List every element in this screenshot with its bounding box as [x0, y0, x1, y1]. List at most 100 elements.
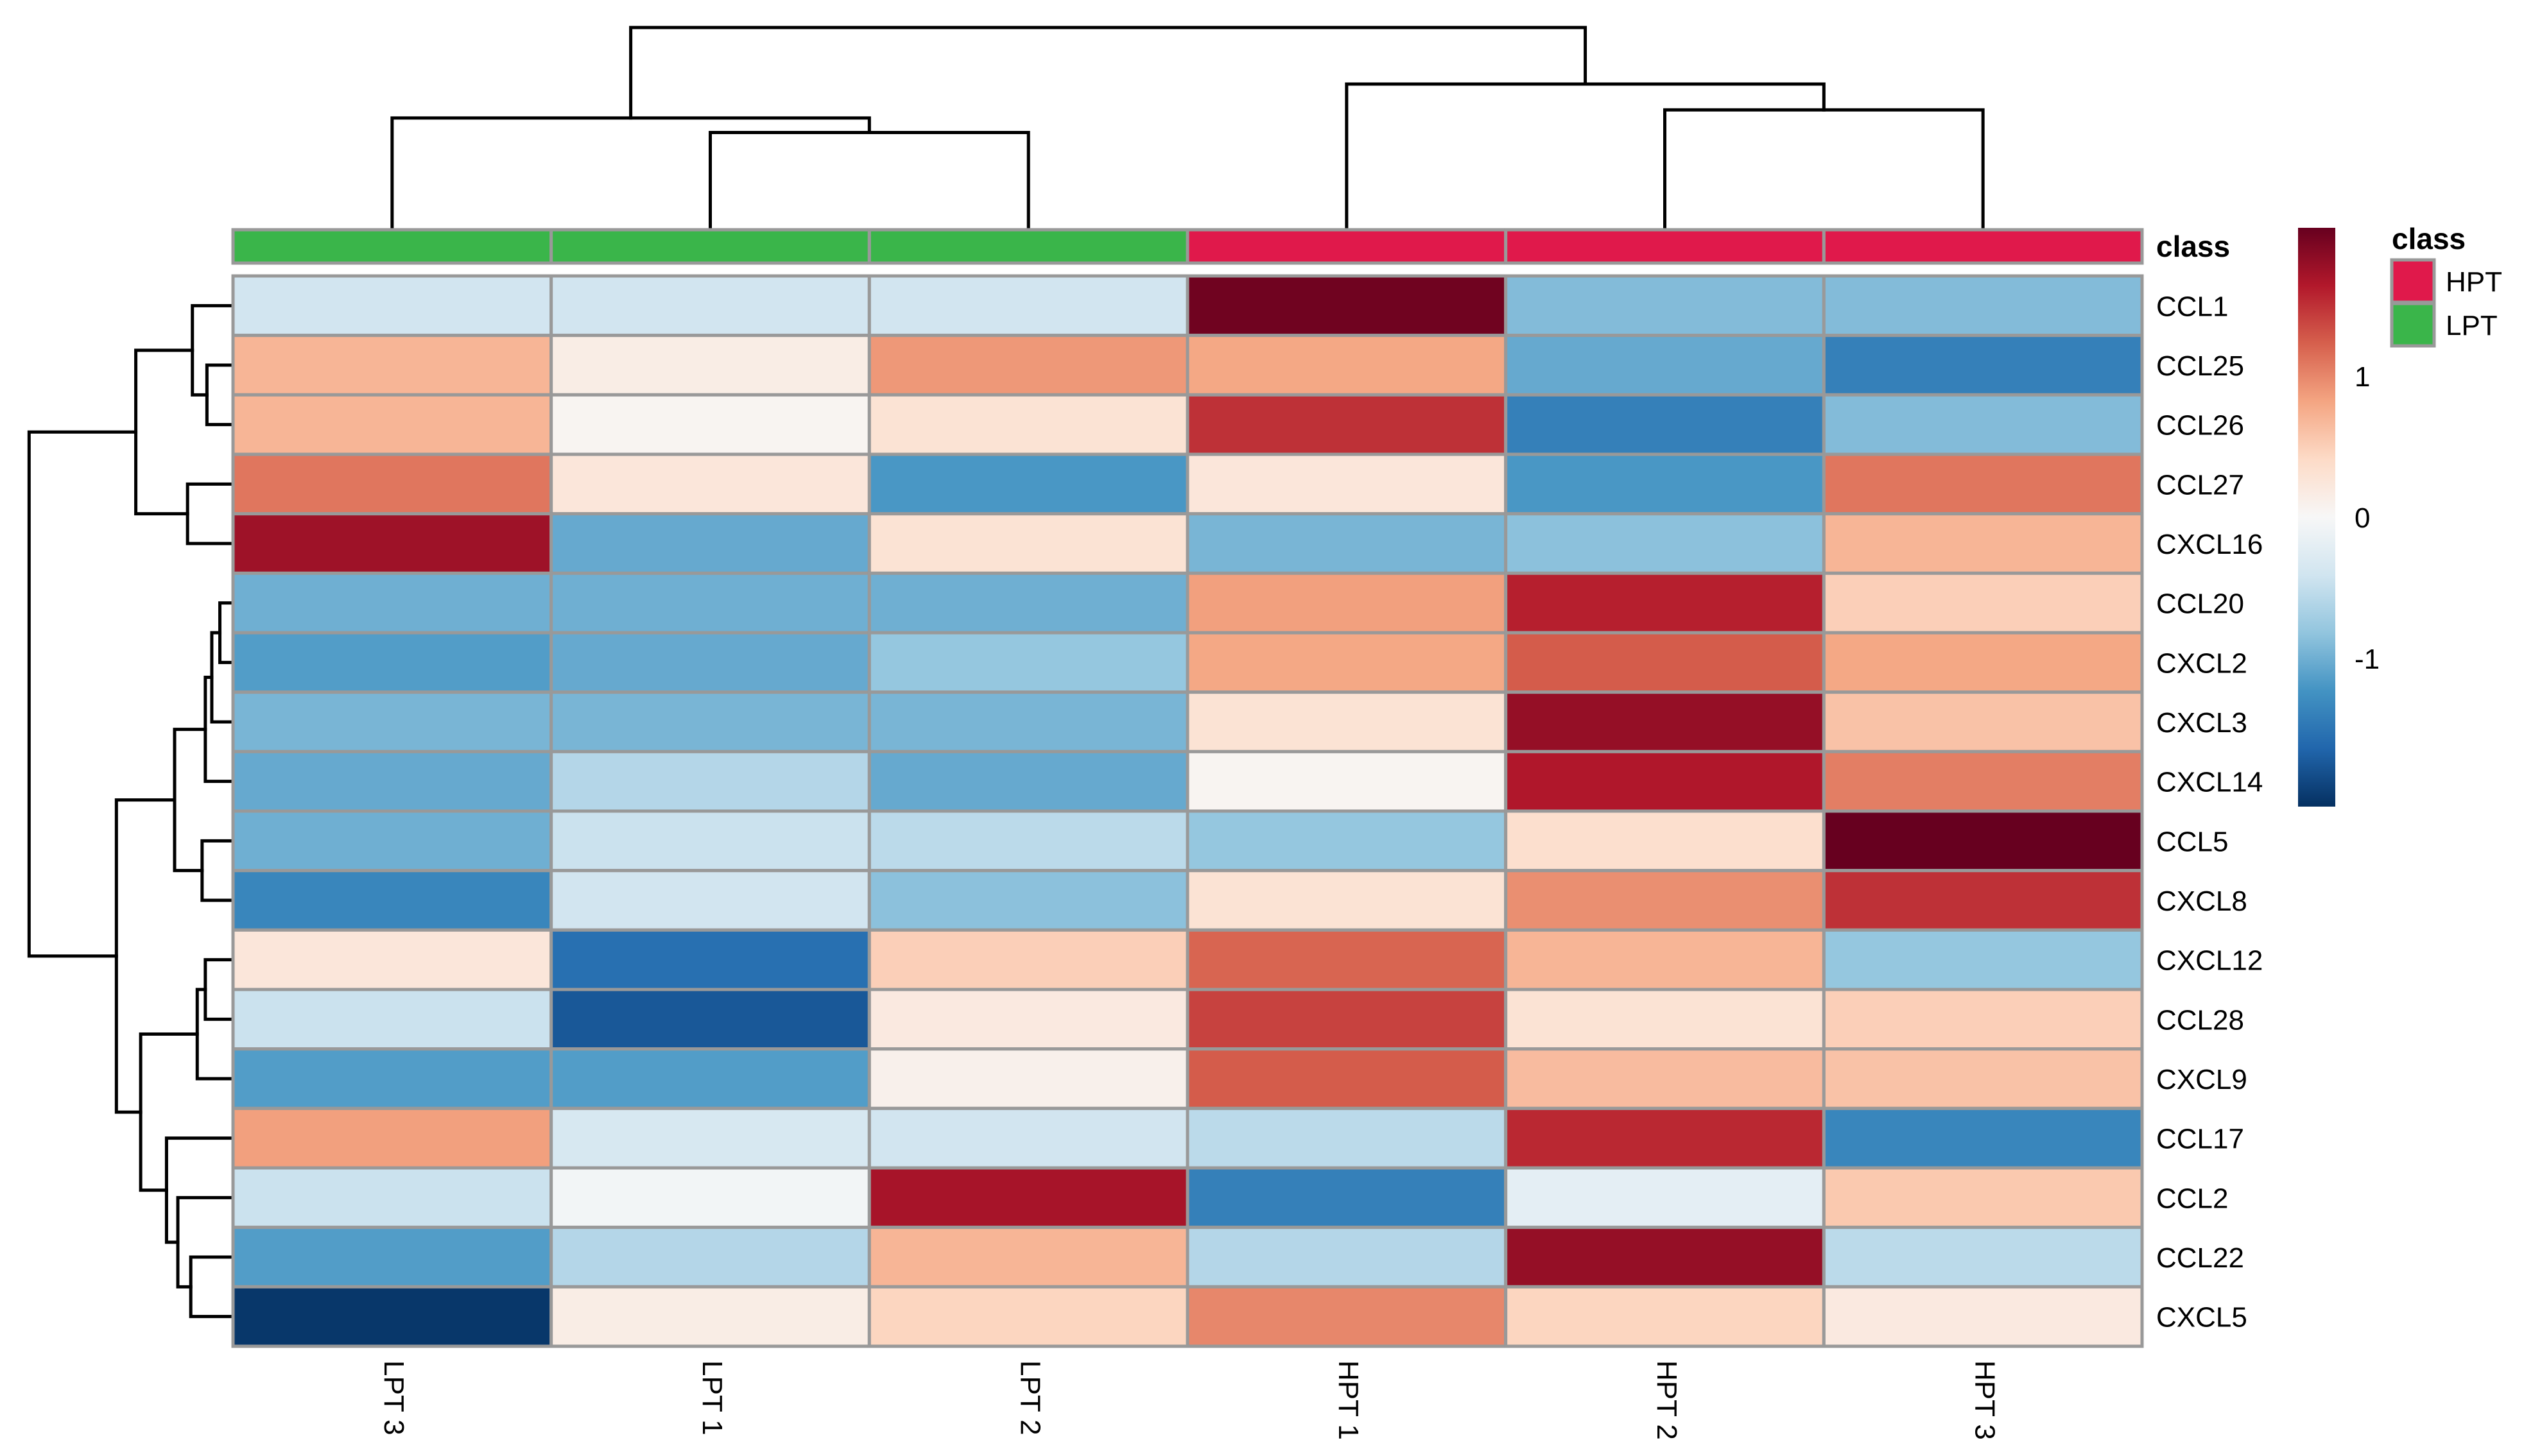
heatmap-cell	[1186, 452, 1508, 516]
heatmap-cell	[231, 393, 553, 456]
row-label: CXCL12	[2156, 945, 2263, 977]
heatmap-cell	[549, 1106, 871, 1170]
heatmap-cell	[231, 1106, 553, 1170]
heatmap-cell	[549, 928, 871, 991]
dendro-branch	[629, 26, 1587, 120]
heatmap-cell	[1504, 928, 1826, 991]
heatmap-cell	[1504, 452, 1826, 516]
column-label: HPT 3	[1969, 1360, 2001, 1440]
dendro-branch	[27, 430, 138, 958]
heatmap-cell	[1822, 571, 2144, 635]
heatmap-cell	[867, 1106, 1189, 1170]
row-label: CCL20	[2156, 588, 2244, 620]
heatmap-cell	[1822, 1047, 2144, 1110]
heatmap-cell	[1186, 928, 1508, 991]
column-label: HPT 1	[1333, 1360, 1364, 1440]
heatmap-cell	[549, 274, 871, 338]
colorbar-gradient-rect	[2298, 228, 2335, 807]
heatmap-cell	[231, 334, 553, 397]
heatmap-cell	[1186, 1106, 1508, 1170]
heatmap-cell	[1822, 631, 2144, 694]
heatmap-cell	[1822, 393, 2144, 456]
column-labels: LPT 3 LPT 1 LPT 2 HPT 1 HPT 2 HPT 3	[378, 1360, 2000, 1440]
row-labels: CCL1 CCL25 CCL26 CCL27 CXCL16 CCL20 CXCL2 CXCL3…	[2156, 291, 2263, 1333]
heatmap-cell	[1822, 1226, 2144, 1289]
heatmap-cell	[867, 749, 1189, 813]
dendro-branch	[218, 601, 233, 664]
heatmap-cell	[549, 512, 871, 575]
row-label: CXCL9	[2156, 1064, 2247, 1095]
row-label: CXCL5	[2156, 1302, 2247, 1333]
heatmap-cell	[867, 869, 1189, 932]
heatmap-cell	[231, 512, 553, 575]
heatmap-cell	[549, 749, 871, 813]
heatmap-cell	[1504, 1166, 1826, 1229]
column-label: HPT 2	[1651, 1360, 1682, 1440]
heatmap-cell	[1186, 1226, 1508, 1289]
row-label: CCL27	[2156, 469, 2244, 501]
heatmap-cell	[1504, 1285, 1826, 1348]
heatmap-cell	[549, 1166, 871, 1229]
colorbar-tick-label: 1	[2355, 361, 2370, 393]
annotation-label: class	[2156, 230, 2230, 263]
colorbar-tick-label: 0	[2355, 502, 2370, 534]
heatmap-cell	[231, 452, 553, 516]
heatmap-cell	[1822, 869, 2144, 932]
annotation-cell-hpt	[1504, 228, 1826, 265]
heatmap-cell	[549, 1047, 871, 1110]
heatmap-cell	[549, 334, 871, 397]
row-label: CCL28	[2156, 1004, 2244, 1036]
heatmap-cell	[1822, 928, 2144, 991]
heatmap-cell	[867, 1285, 1189, 1348]
column-label: LPT 3	[378, 1360, 410, 1435]
dendro-branch	[390, 116, 871, 230]
heatmap-cell	[1504, 334, 1826, 397]
heatmap-cell	[867, 809, 1189, 873]
row-label: CCL22	[2156, 1242, 2244, 1274]
heatmap-cell	[1822, 274, 2144, 338]
heatmap-cell	[1186, 393, 1508, 456]
heatmap-cell	[1186, 869, 1508, 932]
heatmap-cell	[549, 809, 871, 873]
heatmap-cell	[1504, 988, 1826, 1051]
heatmap-cell	[231, 631, 553, 694]
heatmap-cell	[1504, 1106, 1826, 1170]
colorbar-tick-label: -1	[2355, 644, 2380, 675]
heatmap-cell	[231, 1047, 553, 1110]
legend-swatch-lpt	[2390, 302, 2436, 348]
row-label: CCL26	[2156, 410, 2244, 441]
row-dendrogram	[27, 304, 233, 1319]
heatmap-cell	[1186, 571, 1508, 635]
heatmap-cell	[1186, 809, 1508, 873]
heatmap-cell	[1822, 690, 2144, 753]
heatmap-cells	[231, 274, 2144, 1348]
heatmap-cell	[549, 869, 871, 932]
heatmap-cell	[1822, 1285, 2144, 1348]
heatmap-cell	[1504, 1047, 1826, 1110]
heatmap-cell	[549, 452, 871, 516]
dendro-branch	[203, 676, 233, 784]
row-label: CXCL2	[2156, 647, 2247, 679]
row-label: CXCL3	[2156, 707, 2247, 739]
dendro-branch	[203, 958, 233, 1021]
heatmap-cell	[549, 631, 871, 694]
dendro-branch	[176, 1195, 233, 1289]
heatmap-cell	[231, 749, 553, 813]
heatmap-cell	[1186, 631, 1508, 694]
heatmap-cell	[231, 1226, 553, 1289]
heatmap-cell	[231, 928, 553, 991]
heatmap-cell	[549, 690, 871, 753]
class-annotation-bar	[231, 228, 2144, 265]
heatmap-cell	[1822, 334, 2144, 397]
heatmap-cell	[231, 809, 553, 873]
row-label: CXCL16	[2156, 529, 2263, 560]
heatmap-cell	[1186, 1166, 1508, 1229]
heatmap-cell	[867, 690, 1189, 753]
dendro-branch	[186, 482, 233, 545]
row-label: CCL5	[2156, 826, 2229, 857]
dendro-branch	[134, 348, 194, 516]
heatmap-cell	[1504, 393, 1826, 456]
heatmap-cell	[1186, 1047, 1508, 1110]
